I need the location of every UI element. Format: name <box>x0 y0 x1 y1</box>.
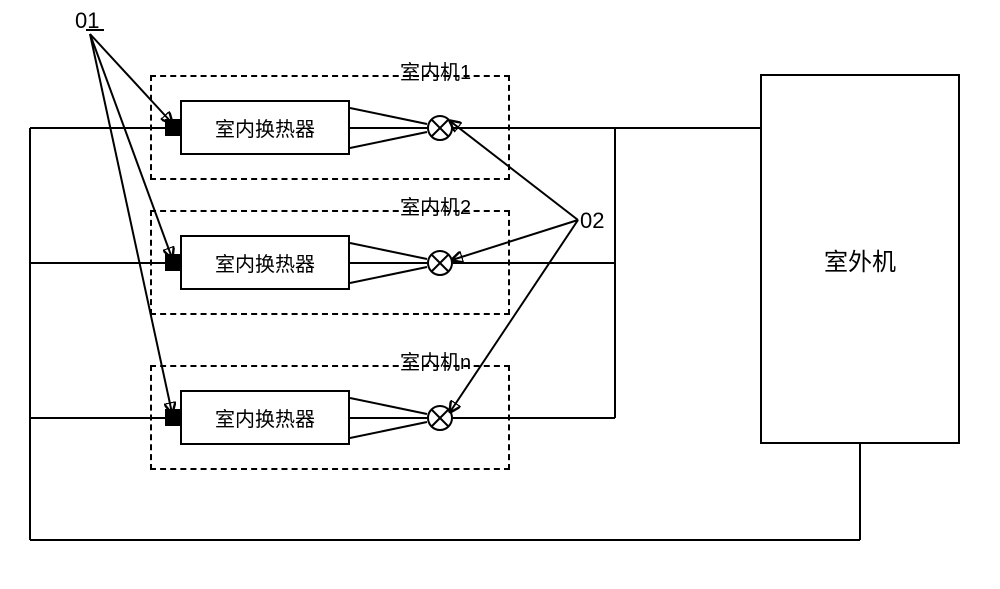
sensor-1 <box>165 119 180 136</box>
outdoor-unit-label: 室外机 <box>824 242 896 277</box>
sensor-n <box>165 409 180 426</box>
valve-n <box>427 405 453 431</box>
outdoor-unit-box: 室外机 <box>760 74 960 444</box>
valve-1 <box>427 115 453 141</box>
indoor-unit-1-title: 室内机1 <box>400 56 471 85</box>
callout-02-label: 02 <box>580 208 604 234</box>
callout-01-label: 01 <box>75 8 99 34</box>
sensor-2 <box>165 254 180 271</box>
indoor-unit-n-title: 室内机n <box>400 346 471 375</box>
heat-exchanger-2: 室内换热器 <box>180 235 350 290</box>
valve-2 <box>427 250 453 276</box>
heat-exchanger-1-label: 室内换热器 <box>215 113 315 142</box>
diagram-canvas: 室外机 室内机1 室内换热器 室内机2 室内换热器 室内机n 室内换热器 01 … <box>0 0 1000 589</box>
heat-exchanger-1: 室内换热器 <box>180 100 350 155</box>
indoor-unit-2-title: 室内机2 <box>400 191 471 220</box>
heat-exchanger-n: 室内换热器 <box>180 390 350 445</box>
heat-exchanger-n-label: 室内换热器 <box>215 403 315 432</box>
heat-exchanger-2-label: 室内换热器 <box>215 248 315 277</box>
